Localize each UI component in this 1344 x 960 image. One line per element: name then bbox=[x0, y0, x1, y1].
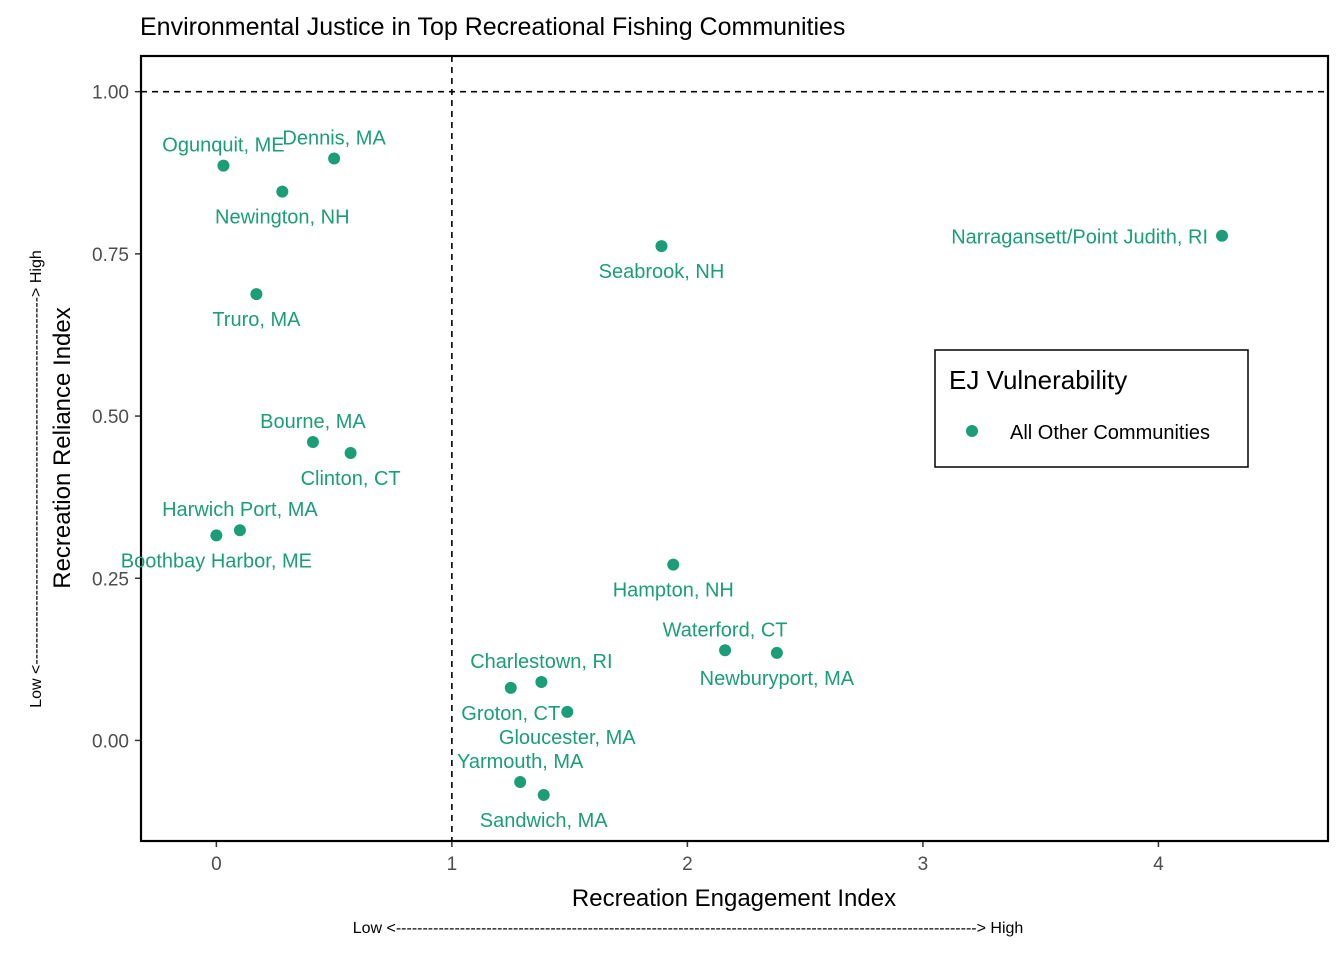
x-tick-label: 4 bbox=[1153, 854, 1164, 875]
point-label: Newburyport, MA bbox=[700, 668, 855, 690]
point-label: Narragansett/Point Judith, RI bbox=[951, 227, 1208, 249]
x-axis-title: Recreation Engagement Index bbox=[572, 885, 896, 912]
y-tick-label: 0.00 bbox=[92, 731, 129, 752]
point-label: Waterford, CT bbox=[663, 619, 788, 641]
point-label: Yarmouth, MA bbox=[457, 751, 584, 773]
data-point bbox=[770, 646, 783, 659]
data-point bbox=[276, 185, 289, 198]
point-label: Clinton, CT bbox=[301, 468, 401, 490]
data-point bbox=[561, 705, 574, 718]
data-point bbox=[233, 524, 246, 537]
point-label: Boothbay Harbor, ME bbox=[121, 550, 312, 572]
data-point bbox=[514, 775, 527, 788]
point-label: Seabrook, NH bbox=[599, 261, 725, 283]
point-label: Gloucester, MA bbox=[499, 727, 636, 749]
data-point bbox=[667, 558, 680, 571]
y-tick-label: 0.75 bbox=[92, 245, 129, 266]
data-points bbox=[210, 152, 1229, 801]
data-point bbox=[719, 644, 732, 657]
point-label: Dennis, MA bbox=[282, 128, 386, 150]
data-point bbox=[535, 676, 548, 689]
point-label: Truro, MA bbox=[212, 309, 301, 331]
data-point bbox=[504, 681, 517, 694]
data-point bbox=[537, 788, 550, 801]
point-label: Hampton, NH bbox=[613, 580, 734, 602]
x-tick-label: 3 bbox=[918, 854, 929, 875]
legend-key-marker bbox=[966, 425, 978, 437]
data-point bbox=[210, 529, 223, 542]
data-point bbox=[344, 447, 357, 460]
data-point bbox=[250, 288, 263, 301]
y-tick-label: 0.25 bbox=[92, 569, 129, 590]
point-label: Ogunquit, ME bbox=[162, 135, 284, 157]
y-axis: 0.00 0.25 0.50 0.75 1.00 bbox=[92, 83, 141, 752]
point-label: Charlestown, RI bbox=[470, 651, 612, 673]
x-axis-arrow-note: Low <-----------------------------------… bbox=[353, 920, 1024, 937]
x-tick-label: 1 bbox=[447, 854, 458, 875]
y-axis-title: Recreation Reliance Index bbox=[49, 307, 76, 589]
legend-box bbox=[934, 349, 1249, 468]
plot-panel-border bbox=[139, 54, 1330, 843]
y-axis-arrow-note: Low <-----------------------------------… bbox=[28, 250, 45, 707]
x-tick-label: 2 bbox=[682, 854, 693, 875]
point-label: Harwich Port, MA bbox=[162, 499, 318, 521]
legend-entry-label: All Other Communities bbox=[1010, 422, 1210, 444]
data-point bbox=[306, 436, 319, 449]
point-label: Newington, NH bbox=[215, 207, 350, 229]
y-tick-label: 1.00 bbox=[92, 83, 129, 104]
data-point bbox=[328, 152, 341, 165]
legend: EJ Vulnerability All Other Communities bbox=[934, 349, 1249, 468]
x-axis: 0 1 2 3 4 bbox=[211, 841, 1164, 875]
chart-title: Environmental Justice in Top Recreationa… bbox=[140, 13, 845, 41]
x-tick-label: 0 bbox=[211, 854, 222, 875]
point-label: Groton, CT bbox=[461, 703, 560, 725]
legend-title: EJ Vulnerability bbox=[949, 365, 1127, 395]
point-label: Sandwich, MA bbox=[480, 810, 608, 832]
y-tick-label: 0.50 bbox=[92, 407, 129, 428]
data-point bbox=[217, 159, 230, 172]
data-point bbox=[1216, 229, 1229, 242]
data-point bbox=[655, 240, 668, 253]
point-label: Bourne, MA bbox=[260, 411, 366, 433]
